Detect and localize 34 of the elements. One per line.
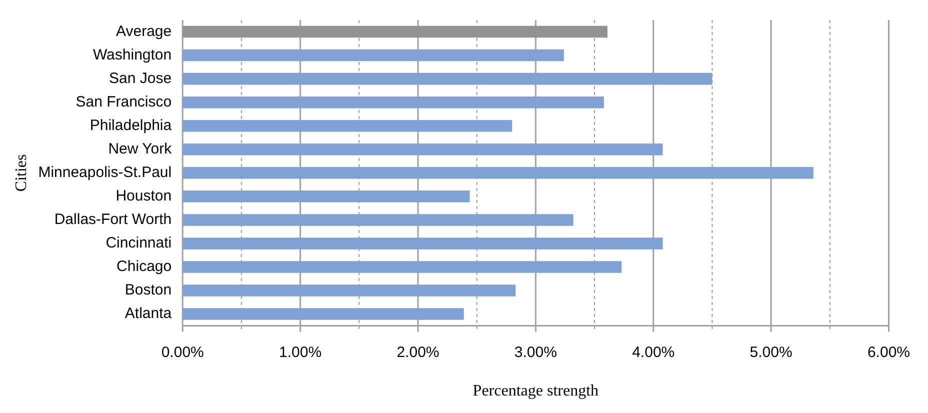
bar: [182, 261, 622, 273]
bar: [182, 143, 663, 156]
x-tick-label: 3.00%: [514, 344, 557, 361]
y-tick-label: Washington: [92, 46, 172, 64]
bar: [182, 190, 470, 202]
x-tick-label: 5.00%: [750, 344, 792, 361]
bar: [182, 238, 663, 250]
y-tick-label: New York: [108, 140, 172, 158]
bar: [182, 72, 712, 85]
bar: [182, 308, 464, 320]
x-tick-label: 6.00%: [867, 344, 910, 361]
y-tick-label: Minneapolis-St.Paul: [38, 164, 172, 182]
y-tick-label: Cincinnati: [106, 234, 172, 252]
x-tick-label: 2.00%: [396, 344, 440, 361]
y-tick-label: Boston: [124, 282, 172, 299]
x-tick-label: 0.00%: [161, 344, 204, 361]
x-tick-label: 4.00%: [632, 344, 675, 361]
x-axis-title: Percentage strength: [472, 382, 599, 400]
y-tick-label: Average: [116, 22, 172, 40]
y-tick-label: Houston: [116, 188, 172, 205]
y-tick-label: Chicago: [116, 258, 172, 276]
y-tick-label: San Jose: [109, 70, 172, 87]
y-tick-label: Dallas-Fort Worth: [54, 211, 172, 228]
y-tick-label: Atlanta: [124, 305, 172, 322]
y-axis-title: Cities: [12, 154, 30, 192]
bar: [182, 167, 814, 179]
bar: [182, 120, 512, 132]
bar: [182, 96, 604, 108]
bar: [182, 49, 564, 62]
y-tick-label: San Francisco: [76, 93, 172, 110]
bar: [182, 214, 574, 226]
x-tick-label: 1.00%: [279, 344, 322, 361]
y-tick-label: Philadelphia: [90, 116, 172, 134]
bar: [182, 284, 516, 296]
